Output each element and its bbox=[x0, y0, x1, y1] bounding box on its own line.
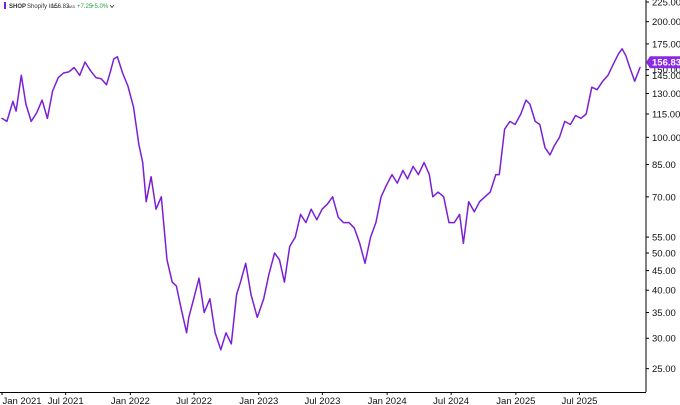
y-tick-label: 45.00 bbox=[652, 266, 676, 277]
last-price-tag: 156.83 bbox=[646, 56, 680, 69]
y-tick-label: 115.00 bbox=[652, 110, 680, 121]
x-axis: Jan 2021 Jul 2021 Jan 2022 Jul 2022 Jan 2023… bbox=[1, 392, 598, 405]
y-tick-label: 70.00 bbox=[652, 192, 676, 203]
y-tick-label: 25.00 bbox=[652, 364, 676, 375]
header-change-pct: +5.0% bbox=[91, 4, 109, 10]
chart-header: SHOP Shopify Inc. 156.83 NAS +7.25 +5.0% bbox=[4, 2, 115, 10]
last-price-tag-shape bbox=[646, 56, 680, 69]
x-tick-label: Jul 2021 bbox=[48, 396, 84, 405]
y-tick-label: 30.00 bbox=[652, 334, 676, 345]
x-tick-label: Jan 2024 bbox=[368, 396, 407, 405]
x-tick-label: Jul 2025 bbox=[562, 396, 598, 405]
y-tick-label: 150.00 bbox=[652, 65, 680, 76]
last-price-tag-label: 156.83 bbox=[652, 58, 680, 69]
x-tick-label: Jul 2023 bbox=[304, 396, 340, 405]
x-tick-label: Jan 2022 bbox=[111, 396, 150, 405]
y-tick-label: 225.00 bbox=[652, 0, 680, 9]
series-color-swatch bbox=[4, 2, 6, 9]
y-tick-label: 85.00 bbox=[652, 160, 676, 171]
x-tick-label: Jan 2023 bbox=[239, 396, 278, 405]
x-tick-label: Jul 2022 bbox=[176, 396, 212, 405]
y-tick-label: 200.00 bbox=[652, 17, 680, 28]
x-tick-label: Jan 2021 bbox=[2, 396, 41, 405]
header-exchange: NAS bbox=[67, 4, 76, 9]
chevron-down-icon[interactable] bbox=[109, 4, 115, 9]
header-company-name: Shopify Inc. bbox=[27, 4, 59, 10]
plot-area bbox=[1, 48, 641, 351]
y-tick-label: 50.00 bbox=[652, 248, 676, 259]
price-line-SHOP bbox=[1, 48, 641, 351]
y-tick-label: 130.00 bbox=[652, 89, 680, 100]
y-tick-label: 55.00 bbox=[652, 233, 676, 244]
header-symbol: SHOP bbox=[9, 4, 26, 10]
y-tick-label: 145.00 bbox=[652, 71, 680, 82]
header-last-price: 156.83 bbox=[51, 4, 70, 10]
y-tick-label: 40.00 bbox=[652, 286, 676, 297]
x-tick-label: Jan 2025 bbox=[496, 396, 535, 405]
y-tick-label: 35.00 bbox=[652, 308, 676, 319]
y-tick-label: 175.00 bbox=[652, 39, 680, 50]
header-change: +7.25 bbox=[77, 4, 93, 10]
y-tick-label: 100.00 bbox=[652, 133, 680, 144]
x-tick-label: Jul 2024 bbox=[433, 396, 469, 405]
